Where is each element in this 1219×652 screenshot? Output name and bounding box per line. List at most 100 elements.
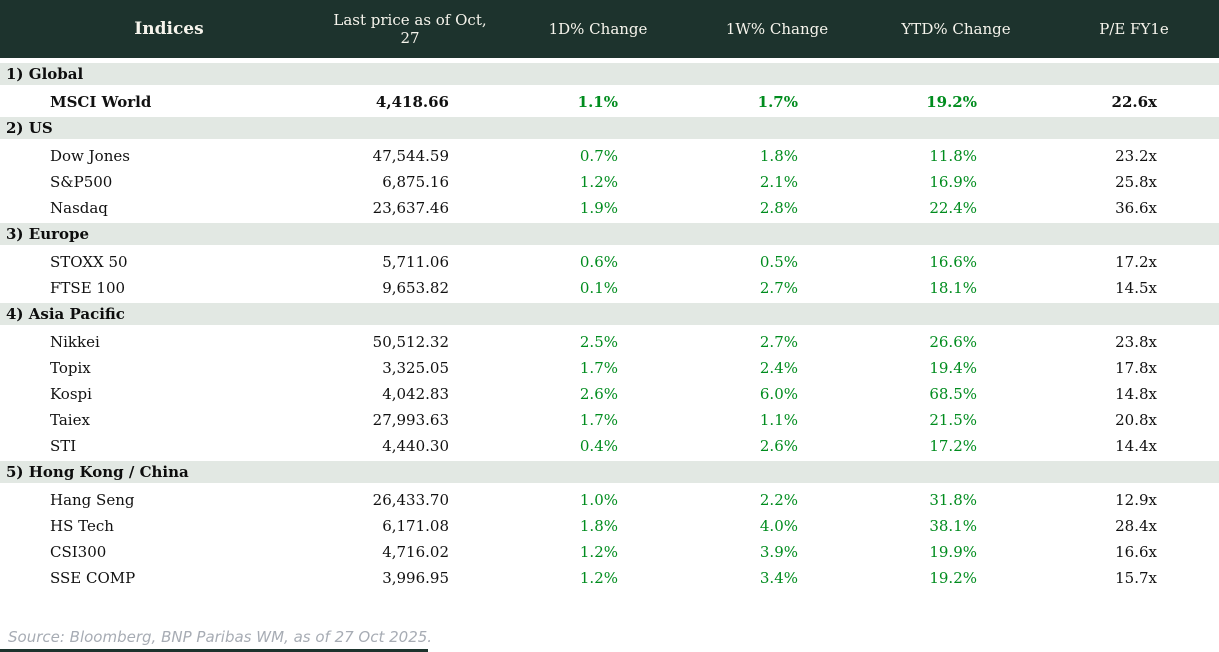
index-name: CSI300 bbox=[50, 543, 107, 561]
1w-change-value: 2.1% bbox=[759, 173, 798, 191]
pe-value: 28.4x bbox=[1115, 517, 1157, 535]
last-price-value: 5,711.06 bbox=[382, 253, 449, 271]
table-row: Nikkei 50,512.32 2.5% 2.7% 26.6% 23.8x bbox=[0, 329, 1219, 355]
1w-change-value: 1.7% bbox=[757, 93, 798, 111]
ytd-change-value: 11.8% bbox=[929, 147, 977, 165]
1w-change-value: 2.4% bbox=[759, 359, 798, 377]
ytd-change-value: 16.6% bbox=[929, 253, 977, 271]
pe-value: 36.6x bbox=[1115, 199, 1157, 217]
col-header-1d-change: 1D% Change bbox=[548, 20, 648, 38]
1w-change-value: 2.2% bbox=[759, 491, 798, 509]
1w-change-value: 3.9% bbox=[759, 543, 798, 561]
col-header-last-price: Last price as of Oct, 27 bbox=[333, 11, 487, 47]
1w-change-value: 1.1% bbox=[759, 411, 798, 429]
section-row: 5) Hong Kong / China bbox=[0, 461, 1219, 487]
section-row: 1) Global bbox=[0, 63, 1219, 89]
index-name: Topix bbox=[50, 359, 91, 377]
ytd-change-value: 18.1% bbox=[929, 279, 977, 297]
pe-value: 17.8x bbox=[1115, 359, 1157, 377]
index-name: Nikkei bbox=[50, 333, 100, 351]
1d-change-value: 1.8% bbox=[579, 517, 618, 535]
table-row: CSI300 4,716.02 1.2% 3.9% 19.9% 16.6x bbox=[0, 539, 1219, 565]
table-row: FTSE 100 9,653.82 0.1% 2.7% 18.1% 14.5x bbox=[0, 275, 1219, 301]
index-name: HS Tech bbox=[50, 517, 114, 535]
table-row: STOXX 50 5,711.06 0.6% 0.5% 16.6% 17.2x bbox=[0, 249, 1219, 275]
section-label: 4) Asia Pacific bbox=[0, 303, 1219, 325]
section-row: 4) Asia Pacific bbox=[0, 303, 1219, 329]
table-title: Indices bbox=[134, 19, 204, 39]
1d-change-value: 0.1% bbox=[579, 279, 618, 297]
last-price-value: 50,512.32 bbox=[372, 333, 449, 351]
last-price-value: 23,637.46 bbox=[372, 199, 449, 217]
section-label: 1) Global bbox=[0, 63, 1219, 85]
1d-change-value: 0.4% bbox=[579, 437, 618, 455]
last-price-value: 6,171.08 bbox=[382, 517, 449, 535]
table-row: Dow Jones 47,544.59 0.7% 1.8% 11.8% 23.2x bbox=[0, 143, 1219, 169]
section-row: 3) Europe bbox=[0, 223, 1219, 249]
table-row: MSCI World 4,418.66 1.1% 1.7% 19.2% 22.6x bbox=[0, 89, 1219, 115]
1d-change-value: 1.7% bbox=[579, 411, 618, 429]
source-note: Source: Bloomberg, BNP Paribas WM, as of… bbox=[8, 628, 433, 646]
col-header-ytd-change: YTD% Change bbox=[901, 20, 1011, 38]
ytd-change-value: 16.9% bbox=[929, 173, 977, 191]
table-row: Taiex 27,993.63 1.7% 1.1% 21.5% 20.8x bbox=[0, 407, 1219, 433]
pe-value: 22.6x bbox=[1111, 93, 1157, 111]
1w-change-value: 2.8% bbox=[759, 199, 798, 217]
section-label: 2) US bbox=[0, 117, 1219, 139]
1w-change-value: 3.4% bbox=[759, 569, 798, 587]
index-name: S&P500 bbox=[50, 173, 113, 191]
bottom-divider bbox=[0, 649, 428, 652]
1d-change-value: 1.2% bbox=[579, 569, 618, 587]
pe-value: 23.8x bbox=[1115, 333, 1157, 351]
pe-value: 17.2x bbox=[1115, 253, 1157, 271]
ytd-change-value: 19.2% bbox=[926, 93, 977, 111]
1d-change-value: 0.7% bbox=[579, 147, 618, 165]
pe-value: 23.2x bbox=[1115, 147, 1157, 165]
table-row: STI 4,440.30 0.4% 2.6% 17.2% 14.4x bbox=[0, 433, 1219, 459]
col-header-pe-fy1e: P/E FY1e bbox=[1099, 20, 1169, 38]
1d-change-value: 2.5% bbox=[579, 333, 618, 351]
last-price-value: 6,875.16 bbox=[382, 173, 449, 191]
table-row: SSE COMP 3,996.95 1.2% 3.4% 19.2% 15.7x bbox=[0, 565, 1219, 591]
last-price-value: 4,716.02 bbox=[382, 543, 449, 561]
last-price-value: 3,996.95 bbox=[382, 569, 449, 587]
ytd-change-value: 22.4% bbox=[929, 199, 977, 217]
last-price-value: 27,993.63 bbox=[372, 411, 449, 429]
table-row: Hang Seng 26,433.70 1.0% 2.2% 31.8% 12.9x bbox=[0, 487, 1219, 513]
index-name: SSE COMP bbox=[50, 569, 136, 587]
last-price-value: 47,544.59 bbox=[372, 147, 449, 165]
1w-change-value: 6.0% bbox=[759, 385, 798, 403]
pe-value: 20.8x bbox=[1115, 411, 1157, 429]
1d-change-value: 1.7% bbox=[579, 359, 618, 377]
index-name: Taiex bbox=[50, 411, 90, 429]
pe-value: 14.4x bbox=[1115, 437, 1157, 455]
indices-table-body: 1) Global MSCI World 4,418.66 1.1% 1.7% 19.2%… bbox=[0, 63, 1219, 591]
ytd-change-value: 17.2% bbox=[929, 437, 977, 455]
1d-change-value: 1.2% bbox=[579, 543, 618, 561]
index-name: Hang Seng bbox=[50, 491, 135, 509]
table-row: S&P500 6,875.16 1.2% 2.1% 16.9% 25.8x bbox=[0, 169, 1219, 195]
ytd-change-value: 68.5% bbox=[929, 385, 977, 403]
ytd-change-value: 19.2% bbox=[929, 569, 977, 587]
table-row: Topix 3,325.05 1.7% 2.4% 19.4% 17.8x bbox=[0, 355, 1219, 381]
index-name: Kospi bbox=[50, 385, 92, 403]
pe-value: 25.8x bbox=[1115, 173, 1157, 191]
1w-change-value: 2.6% bbox=[759, 437, 798, 455]
section-row: 2) US bbox=[0, 117, 1219, 143]
1w-change-value: 1.8% bbox=[759, 147, 798, 165]
ytd-change-value: 26.6% bbox=[929, 333, 977, 351]
ytd-change-value: 19.4% bbox=[929, 359, 977, 377]
index-name: FTSE 100 bbox=[50, 279, 126, 297]
index-name: STI bbox=[50, 437, 77, 455]
pe-value: 12.9x bbox=[1115, 491, 1157, 509]
index-name: STOXX 50 bbox=[50, 253, 128, 271]
table-row: Nasdaq 23,637.46 1.9% 2.8% 22.4% 36.6x bbox=[0, 195, 1219, 221]
1w-change-value: 0.5% bbox=[759, 253, 798, 271]
last-price-value: 4,042.83 bbox=[382, 385, 449, 403]
1d-change-value: 1.1% bbox=[577, 93, 618, 111]
1d-change-value: 2.6% bbox=[579, 385, 618, 403]
pe-value: 14.8x bbox=[1115, 385, 1157, 403]
1d-change-value: 1.0% bbox=[579, 491, 618, 509]
pe-value: 16.6x bbox=[1115, 543, 1157, 561]
ytd-change-value: 19.9% bbox=[929, 543, 977, 561]
